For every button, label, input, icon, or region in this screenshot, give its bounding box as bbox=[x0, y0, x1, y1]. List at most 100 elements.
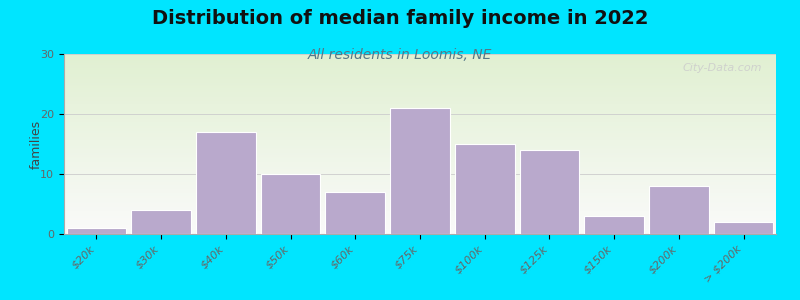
Bar bbox=[64, 65, 776, 67]
Bar bbox=[64, 88, 776, 90]
Bar bbox=[64, 86, 776, 88]
Bar bbox=[64, 124, 776, 126]
Bar bbox=[64, 142, 776, 144]
Bar bbox=[64, 81, 776, 83]
Bar bbox=[64, 144, 776, 146]
Bar bbox=[64, 131, 776, 133]
Bar bbox=[64, 225, 776, 227]
Bar bbox=[64, 176, 776, 178]
Bar bbox=[64, 211, 776, 212]
Bar bbox=[64, 166, 776, 167]
Bar bbox=[64, 63, 776, 65]
Bar bbox=[455, 144, 514, 234]
Bar bbox=[64, 139, 776, 140]
Bar bbox=[64, 180, 776, 182]
Bar bbox=[64, 149, 776, 151]
Bar bbox=[64, 230, 776, 232]
Y-axis label: families: families bbox=[30, 119, 42, 169]
Bar bbox=[64, 70, 776, 72]
Bar bbox=[64, 95, 776, 97]
Bar bbox=[64, 72, 776, 74]
Bar bbox=[64, 223, 776, 225]
Bar bbox=[64, 119, 776, 121]
Bar bbox=[64, 121, 776, 122]
Bar bbox=[64, 205, 776, 207]
Bar bbox=[64, 54, 776, 56]
Text: All residents in Loomis, NE: All residents in Loomis, NE bbox=[308, 48, 492, 62]
Bar bbox=[64, 83, 776, 85]
Bar bbox=[64, 128, 776, 130]
Bar bbox=[64, 164, 776, 166]
Bar bbox=[390, 108, 450, 234]
Bar bbox=[326, 192, 385, 234]
Bar bbox=[64, 229, 776, 230]
Bar bbox=[64, 193, 776, 194]
Bar bbox=[520, 150, 579, 234]
Bar bbox=[64, 133, 776, 135]
Bar bbox=[64, 203, 776, 205]
Bar bbox=[64, 68, 776, 70]
Bar bbox=[64, 182, 776, 184]
Bar bbox=[196, 132, 255, 234]
Bar bbox=[64, 212, 776, 214]
Bar bbox=[64, 85, 776, 86]
Bar bbox=[64, 130, 776, 131]
Bar bbox=[64, 167, 776, 169]
Bar bbox=[64, 184, 776, 185]
Bar bbox=[64, 207, 776, 209]
Bar bbox=[64, 103, 776, 104]
Bar bbox=[64, 67, 776, 68]
Bar bbox=[64, 104, 776, 106]
Bar bbox=[64, 151, 776, 153]
Bar bbox=[64, 178, 776, 180]
Bar bbox=[64, 148, 776, 149]
Bar bbox=[64, 122, 776, 124]
Bar bbox=[585, 216, 644, 234]
Bar bbox=[64, 220, 776, 221]
Bar bbox=[64, 74, 776, 76]
Bar bbox=[64, 200, 776, 202]
Bar bbox=[64, 106, 776, 108]
Text: City-Data.com: City-Data.com bbox=[682, 63, 762, 73]
Bar bbox=[64, 194, 776, 196]
Bar bbox=[649, 186, 709, 234]
Bar bbox=[64, 126, 776, 128]
Bar bbox=[64, 155, 776, 157]
Bar bbox=[64, 117, 776, 119]
Bar bbox=[64, 153, 776, 155]
Bar bbox=[64, 97, 776, 99]
Bar bbox=[64, 214, 776, 216]
Text: Distribution of median family income in 2022: Distribution of median family income in … bbox=[152, 9, 648, 28]
Bar bbox=[64, 173, 776, 175]
Bar bbox=[64, 196, 776, 198]
Bar bbox=[64, 146, 776, 148]
Bar bbox=[131, 210, 191, 234]
Bar bbox=[64, 160, 776, 162]
Bar bbox=[64, 115, 776, 117]
Bar bbox=[64, 189, 776, 191]
Bar bbox=[64, 209, 776, 211]
Bar bbox=[64, 191, 776, 193]
Bar bbox=[64, 162, 776, 164]
Bar bbox=[66, 228, 126, 234]
Bar bbox=[64, 216, 776, 218]
Bar bbox=[64, 137, 776, 139]
Bar bbox=[64, 77, 776, 79]
Bar bbox=[64, 58, 776, 59]
Bar bbox=[64, 227, 776, 229]
Bar bbox=[64, 169, 776, 171]
Bar bbox=[64, 135, 776, 137]
Bar bbox=[64, 56, 776, 58]
Bar bbox=[64, 90, 776, 92]
Bar bbox=[64, 61, 776, 63]
Bar bbox=[261, 174, 320, 234]
Bar bbox=[64, 59, 776, 61]
Bar bbox=[64, 171, 776, 173]
Bar bbox=[64, 198, 776, 200]
Bar bbox=[64, 175, 776, 176]
Bar bbox=[64, 92, 776, 94]
Bar bbox=[64, 79, 776, 81]
Bar bbox=[64, 99, 776, 101]
Bar bbox=[64, 112, 776, 113]
Bar bbox=[64, 185, 776, 187]
